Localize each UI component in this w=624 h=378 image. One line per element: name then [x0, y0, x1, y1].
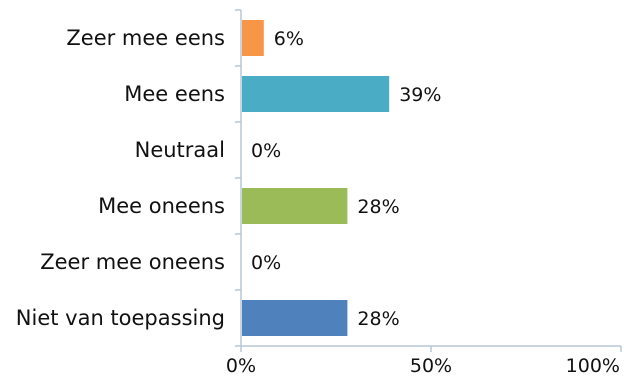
x-tick-labels: 0% 50% 100%	[226, 355, 620, 377]
category-labels: Zeer mee eens Mee eens Neutraal Mee oneens Z…	[16, 26, 225, 330]
data-label: 0%	[251, 140, 281, 162]
data-label: 39%	[399, 84, 441, 106]
bar	[242, 300, 348, 336]
category-label: Mee oneens	[98, 194, 225, 218]
data-label: 28%	[357, 196, 399, 218]
data-label: 28%	[357, 308, 399, 330]
bar	[242, 20, 264, 56]
chart-axes	[235, 9, 622, 352]
data-labels: 6% 39% 0% 28% 0% 28%	[251, 28, 441, 330]
x-tick-label: 100%	[566, 355, 620, 377]
data-label: 6%	[274, 28, 304, 50]
category-label: Mee eens	[124, 82, 225, 106]
category-label: Zeer mee eens	[66, 26, 225, 50]
bar	[242, 188, 348, 224]
bar	[242, 76, 390, 112]
x-tick-label: 50%	[410, 355, 452, 377]
category-label: Niet van toepassing	[16, 306, 225, 330]
chart-bars	[242, 20, 390, 336]
data-label: 0%	[251, 252, 281, 274]
x-tick-label: 0%	[226, 355, 256, 377]
category-label: Zeer mee oneens	[40, 250, 225, 274]
category-label: Neutraal	[135, 138, 225, 162]
